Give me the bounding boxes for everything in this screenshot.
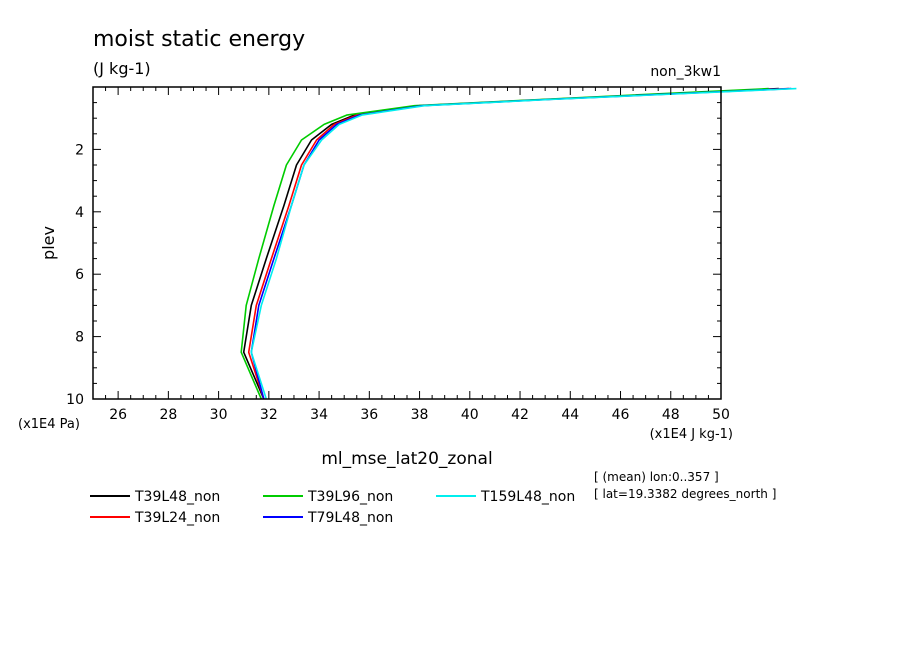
info-line-lat: [ lat=19.3382 degrees_north ] [594, 487, 776, 501]
legend: T39L48_non T39L24_non T39L96_non T79L48_non… [90, 489, 575, 526]
legend-item: T39L24_non [90, 510, 220, 526]
x-tick-label: 48 [662, 407, 680, 423]
legend-label: T39L96_non [307, 489, 393, 505]
y-tick-label: 4 [75, 205, 84, 221]
y-units-label: (x1E4 Pa) [18, 417, 80, 432]
legend-label: T39L24_non [134, 510, 220, 526]
axis-ticks [92, 86, 722, 400]
info-line-lon: [ (mean) lon:0..357 ] [594, 470, 719, 484]
x-tick-label: 36 [360, 407, 378, 423]
series-line-t39l96-non [240, 87, 769, 400]
x-tick-label: 30 [210, 407, 228, 423]
plot-frame [92, 86, 722, 400]
x-tick-label: 32 [260, 407, 278, 423]
series-line-t159l48-non [250, 87, 797, 400]
experiment-label: non_3kw1 [650, 64, 721, 80]
legend-item: T39L48_non [90, 489, 220, 505]
y-tick-label: 8 [75, 330, 84, 346]
x-tick-label: 46 [612, 407, 630, 423]
x-tick-label: 34 [310, 407, 328, 423]
y-tick-labels: 2 4 6 8 10 [66, 142, 84, 408]
y-tick-label: 6 [75, 267, 84, 283]
x-tick-labels: 26 28 30 32 34 36 38 40 42 44 46 48 50 [109, 407, 730, 423]
legend-label: T79L48_non [307, 510, 393, 526]
y-axis-label: plev [39, 226, 58, 260]
chart-units: (J kg-1) [93, 59, 151, 78]
x-tick-label: 42 [511, 407, 529, 423]
x-tick-label: 38 [411, 407, 429, 423]
legend-item: T159L48_non [436, 489, 575, 505]
legend-label: T39L48_non [134, 489, 220, 505]
chart-title: moist static energy [93, 27, 305, 52]
x-units-label: (x1E4 J kg-1) [650, 427, 733, 442]
x-tick-label: 50 [712, 407, 730, 423]
legend-label: T159L48_non [480, 489, 575, 505]
x-tick-label: 40 [461, 407, 479, 423]
x-tick-label: 44 [561, 407, 579, 423]
x-tick-label: 28 [159, 407, 177, 423]
x-axis-label: ml_mse_lat20_zonal [321, 449, 492, 469]
series-line-t79l48-non [250, 87, 792, 400]
plot-lines [240, 87, 797, 400]
x-tick-label: 26 [109, 407, 127, 423]
series-line-t39l24-non [247, 87, 789, 400]
legend-item: T79L48_non [263, 510, 393, 526]
legend-item: T39L96_non [263, 489, 393, 505]
y-tick-label: 2 [75, 142, 84, 158]
y-tick-label: 10 [66, 392, 84, 408]
